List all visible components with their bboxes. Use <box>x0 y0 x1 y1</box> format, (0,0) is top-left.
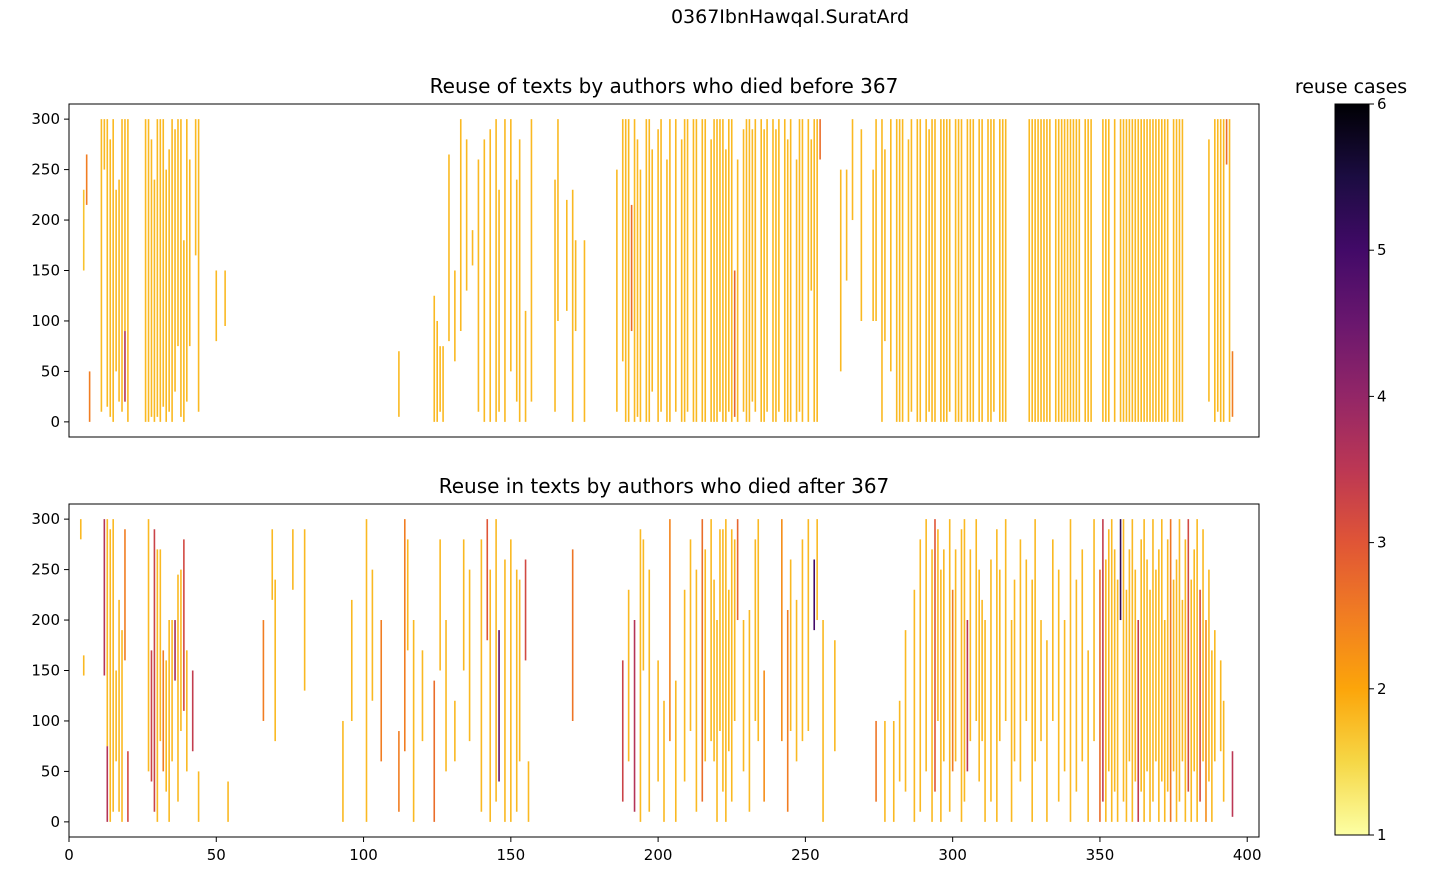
panel-before-y-axis: 0 50 100 150 200 250 300 <box>31 110 69 431</box>
y-tick-label: 150 <box>31 662 60 680</box>
x-tick-label: 150 <box>497 846 526 864</box>
y-tick-label: 250 <box>31 161 60 179</box>
colorbar-gradient <box>1334 103 1370 836</box>
y-tick-label: 100 <box>31 312 60 330</box>
x-tick-label: 400 <box>1233 846 1262 864</box>
panel-after-frame <box>68 503 1260 838</box>
colorbar-ticks: 1 2 3 4 5 6 <box>1369 95 1387 844</box>
y-tick-label: 100 <box>31 712 60 730</box>
x-tick-label: 250 <box>791 846 820 864</box>
panel-after-title: Reuse in texts by authors who died after… <box>439 474 890 498</box>
panel-before-title: Reuse of texts by authors who died befor… <box>430 74 899 98</box>
colorbar-tick-label: 4 <box>1377 387 1387 405</box>
colorbar-tick-label: 5 <box>1377 241 1387 259</box>
y-tick-label: 150 <box>31 262 60 280</box>
colorbar-tick-label: 6 <box>1377 95 1387 113</box>
colorbar-tick-label: 2 <box>1377 680 1387 698</box>
x-tick-label: 300 <box>938 846 967 864</box>
panel-before-frame <box>68 103 1260 438</box>
x-tick-label: 200 <box>644 846 673 864</box>
panel-after-y-axis: 0 50 100 150 200 250 300 <box>31 510 69 831</box>
colorbar-tick-label: 3 <box>1377 534 1387 552</box>
figure-suptitle: 0367IbnHawqal.SuratArd <box>670 6 910 28</box>
panel-before: Reuse of texts by authors who died befor… <box>31 74 1260 438</box>
panel-after-x-axis: 0 50 100 150 200 250 300 350 400 <box>64 837 1262 864</box>
x-tick-label: 350 <box>1086 846 1115 864</box>
y-tick-label: 300 <box>31 510 60 528</box>
y-tick-label: 50 <box>41 362 60 380</box>
panel-before-segments <box>82 119 1234 422</box>
panel-after: Reuse in texts by authors who died after… <box>31 474 1261 864</box>
colorbar: reuse cases 1 2 3 4 5 6 <box>1295 76 1407 844</box>
colorbar-label: reuse cases <box>1295 76 1407 98</box>
y-tick-label: 0 <box>50 813 60 831</box>
y-tick-label: 200 <box>31 611 60 629</box>
colorbar-tick-label: 1 <box>1377 826 1387 844</box>
x-tick-label: 0 <box>64 846 74 864</box>
panel-after-segments <box>79 519 1234 822</box>
x-tick-label: 100 <box>349 846 378 864</box>
y-tick-label: 300 <box>31 110 60 128</box>
y-tick-label: 50 <box>41 762 60 780</box>
y-tick-label: 200 <box>31 211 60 229</box>
y-tick-label: 250 <box>31 561 60 579</box>
y-tick-label: 0 <box>50 413 60 431</box>
x-tick-label: 50 <box>207 846 226 864</box>
